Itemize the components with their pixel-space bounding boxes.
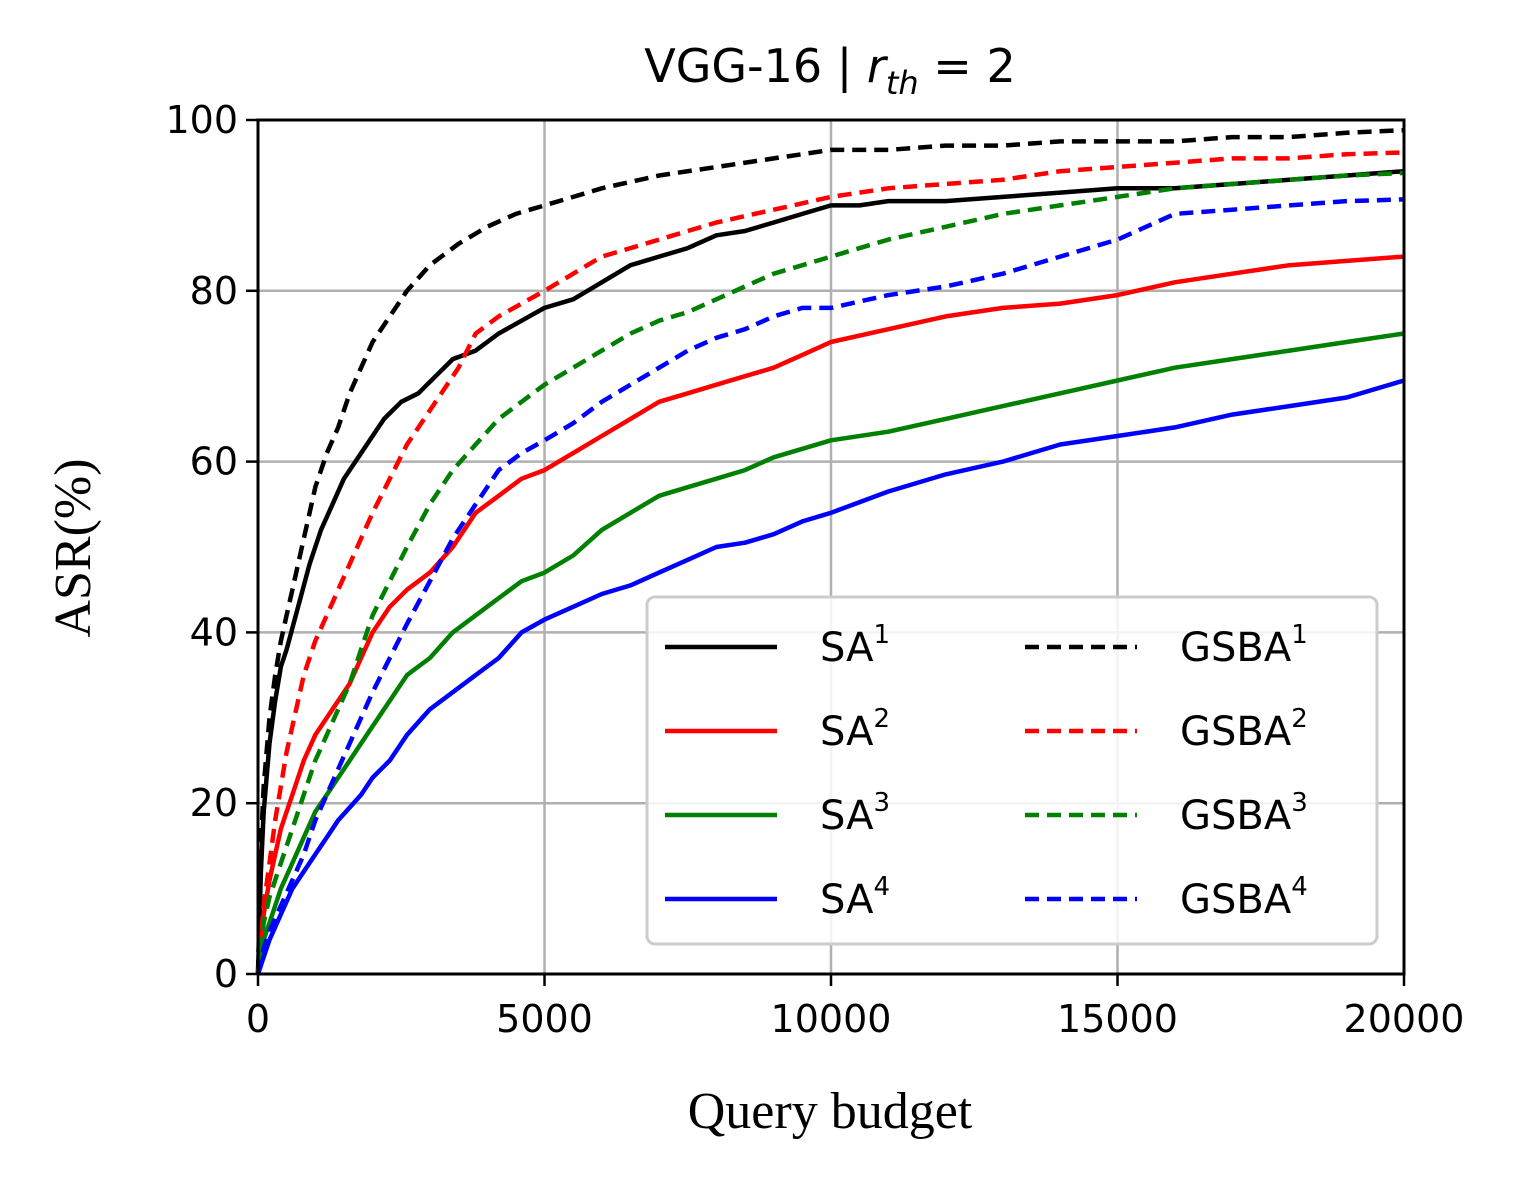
legend-label-sa-3: SA3: [820, 788, 890, 839]
y-axis-label: ASR(%): [45, 458, 102, 637]
legend: SA1 SA2 SA3 SA4 GSBA1 GSBA2 GSBA3 GSBA4: [645, 595, 1379, 946]
y-tick-label: 20: [190, 781, 238, 825]
ticks: 0 5000 10000 15000 20000 0 20 40 60 80 100: [165, 98, 1464, 1041]
legend-label-sa-1: SA1: [820, 620, 890, 671]
legend-label-sa-4: SA4: [820, 872, 890, 923]
series-line-gsba-1: [255, 127, 1405, 975]
legend-box: [645, 595, 1379, 946]
legend-label-gsba-3: GSBA3: [1180, 788, 1308, 839]
series-line-gsba-4: [255, 197, 1405, 975]
x-tick-label: 20000: [1344, 997, 1465, 1041]
chart-title-main: VGG-16 |: [644, 39, 867, 94]
series-line-gsba-2: [255, 150, 1405, 975]
y-tick-label: 40: [190, 610, 238, 654]
y-tick-label: 60: [190, 440, 238, 484]
series-layer: [255, 127, 1405, 975]
y-tick-label: 100: [165, 98, 238, 142]
series-line-sa-1: [255, 168, 1405, 975]
chart-title: VGG-16 | rth = 2: [644, 39, 1015, 102]
chart-title-rhs: = 2: [919, 39, 1016, 93]
chart-title-variable: r: [867, 39, 889, 93]
x-tick-label: 15000: [1057, 997, 1178, 1041]
x-tick-label: 10000: [771, 997, 892, 1041]
legend-label-gsba-4: GSBA4: [1180, 872, 1308, 923]
series-line-sa-2: [255, 254, 1405, 975]
legend-entries: SA1 SA2 SA3 SA4 GSBA1 GSBA2 GSBA3 GSBA4: [665, 620, 1308, 923]
legend-label-gsba-2: GSBA2: [1180, 704, 1308, 755]
series-line-sa-4: [255, 378, 1405, 975]
y-tick-label: 80: [190, 269, 238, 313]
x-tick-label: 0: [246, 997, 270, 1041]
x-axis-label: Query budget: [688, 1083, 973, 1140]
legend-label-sa-2: SA2: [820, 704, 890, 755]
legend-label-gsba-1: GSBA1: [1180, 620, 1308, 671]
x-tick-label: 5000: [496, 997, 593, 1041]
y-tick-label: 0: [214, 952, 238, 996]
series-line-gsba-3: [255, 170, 1405, 975]
chart-title-subscript: th: [886, 64, 919, 102]
